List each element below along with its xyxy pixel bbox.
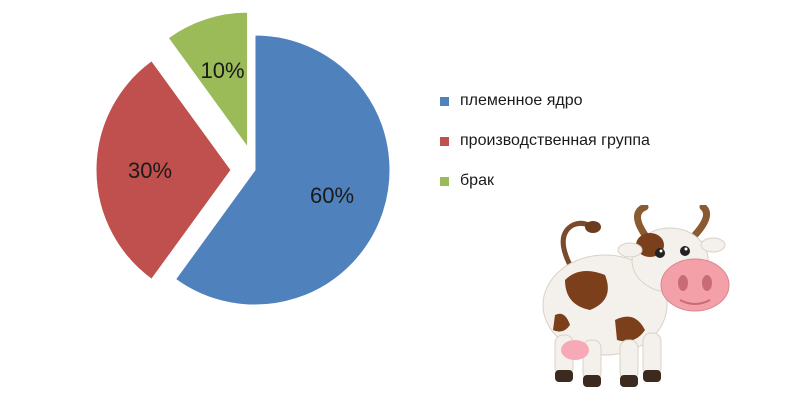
cartoon-cow-icon [542, 205, 730, 387]
legend-swatch [440, 177, 449, 186]
slice-percent-label: 30% [128, 158, 172, 183]
legend-label: производственная группа [460, 132, 650, 149]
chart-legend: племенное ядро производственная группа б… [440, 90, 660, 192]
slice-percent-label: 60% [310, 183, 354, 208]
legend-item-breeding-core: племенное ядро [440, 90, 660, 112]
legend-label: племенное ядро [460, 92, 583, 109]
pie-slice-production-group [95, 60, 232, 280]
legend-item-production-group: производственная группа [440, 130, 660, 152]
legend-label: брак [460, 172, 494, 189]
pie-slice-cull [167, 11, 249, 149]
legend-swatch [440, 97, 449, 106]
legend-swatch [440, 137, 449, 146]
slice-percent-label: 10% [201, 58, 245, 83]
pie-slice-breeding-core [174, 34, 391, 306]
legend-item-cull: брак [440, 170, 660, 192]
